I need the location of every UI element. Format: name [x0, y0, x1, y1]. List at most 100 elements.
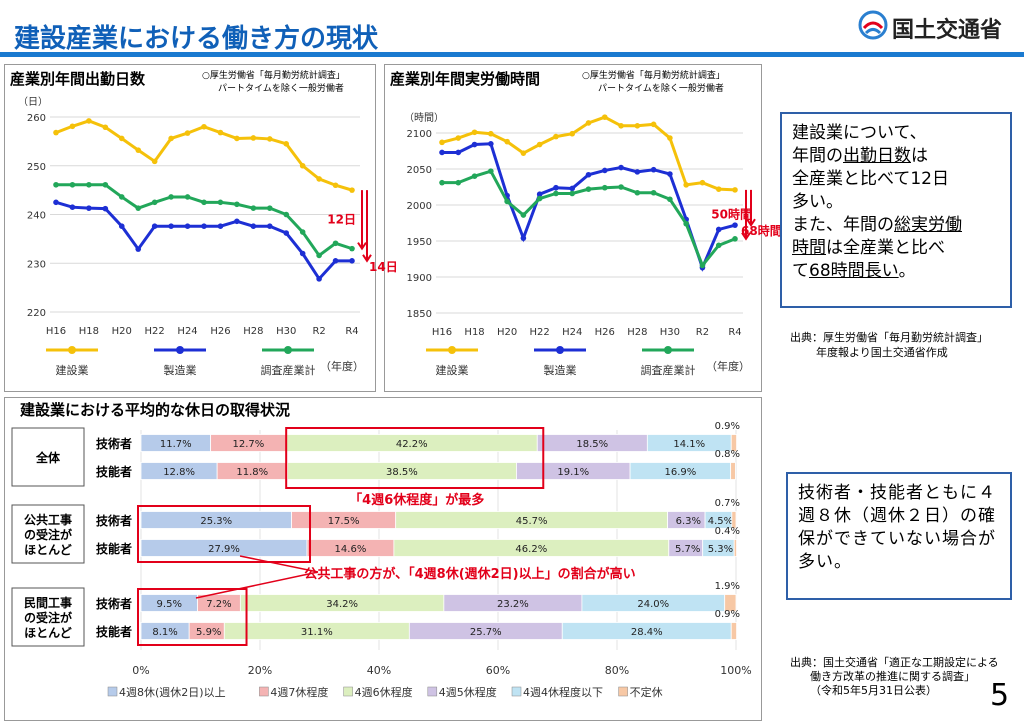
days-chart-x-tick: H30 — [276, 326, 296, 337]
hours-chart-point — [618, 123, 624, 129]
hours-chart-point — [439, 149, 445, 156]
annotation-most: 「4週6休程度」が最多 — [349, 492, 484, 508]
hours-chart-x-tick: H30 — [660, 327, 680, 338]
callout1-line6-u: 時間 — [792, 238, 826, 258]
hours-chart-legend-marker-2 — [664, 346, 672, 354]
days-chart-point — [299, 162, 306, 169]
holiday-bar-segment — [730, 462, 736, 480]
holiday-legend-swatch — [107, 686, 118, 697]
days-chart-point — [332, 182, 339, 189]
callout-summary-holidays: 技術者・技能者ともに４週８休（週休２日）の確保ができていない場合が多い。 — [786, 472, 1012, 600]
days-chart-point — [234, 218, 240, 225]
holiday-x-tick: 60% — [486, 664, 510, 677]
callout1-line7-pre: て — [792, 261, 809, 281]
holiday-legend-label: 4週4休程度以下 — [523, 685, 603, 699]
hours-chart-legend-label-2: 調査産業計 — [641, 363, 696, 377]
hours-chart-point — [520, 212, 527, 218]
callout-summary-hours: 建設業について、 年間の出勤日数は 全産業と比べて12日 多い。 また、年間の総… — [780, 112, 1012, 308]
hours-chart-x-tick: R4 — [728, 327, 741, 338]
holiday-legend-swatch — [343, 686, 353, 697]
callout1-line5: また、年間の — [792, 215, 894, 235]
days-chart-series-line-2 — [56, 183, 353, 258]
header-bar — [0, 52, 1024, 57]
callout1-line2-pre: 年間の — [792, 146, 843, 166]
hours-chart-xlabel: （年度） — [706, 359, 750, 373]
days-chart-x-tick: H24 — [177, 326, 197, 337]
holiday-legend-label: 不定休 — [630, 685, 663, 699]
callout1-line2-post: は — [911, 146, 928, 166]
hours-chart-point — [667, 196, 673, 203]
hours-chart-point — [715, 226, 722, 233]
days-chart-x-tick: H26 — [210, 326, 230, 337]
days-chart-legend-label-2: 調査産業計 — [261, 363, 316, 377]
hours-chart-point — [553, 190, 559, 197]
hours-chart-point — [732, 187, 738, 193]
days-chart-point — [86, 118, 92, 124]
days-chart-point — [250, 135, 257, 141]
days-chart-point — [349, 187, 355, 193]
hours-chart-point — [732, 222, 738, 228]
diff-arrow-head — [741, 232, 751, 241]
hours-chart-legend-label-0: 建設業 — [436, 363, 469, 377]
days-chart-point — [250, 223, 257, 229]
holiday-row-label: 技能者 — [96, 464, 132, 479]
days-chart-point — [234, 201, 240, 208]
holiday-group-label: の受注が — [24, 527, 72, 542]
hours-chart-point — [683, 220, 689, 227]
hours-chart-point — [536, 141, 543, 148]
holiday-legend-label: 4週5休程度 — [439, 685, 497, 699]
holiday-data-label: 45.7% — [516, 516, 548, 527]
hours-chart-point — [536, 191, 543, 197]
mlit-logo: 国土交通省 — [856, 8, 1016, 44]
days-chart-point — [217, 129, 224, 136]
holiday-row-label: 技術者 — [96, 436, 132, 451]
holiday-chart-title: 建設業における平均的な休日の取得状況 — [20, 401, 290, 419]
page-title: 建設産業における働き方の現状 — [14, 24, 379, 54]
callout1-line7-u: 68時間長い — [809, 261, 899, 281]
holiday-group-box — [11, 587, 85, 647]
hours-chart-point — [683, 182, 689, 188]
diff-label-mfg: 68時間 — [741, 223, 782, 238]
diff-arrow-head — [357, 242, 367, 251]
days-chart-y-tick: 220 — [27, 308, 46, 319]
days-chart-point — [151, 158, 158, 165]
hours-chart-point — [471, 129, 478, 136]
hours-chart-point — [569, 185, 576, 192]
days-chart-x-tick: R2 — [312, 326, 325, 337]
days-chart-x-tick: H18 — [79, 326, 99, 337]
holiday-data-label: 4.5% — [708, 516, 733, 527]
hours-chart-y-tick: 1850 — [407, 309, 432, 320]
holiday-row-label: 技能者 — [96, 624, 132, 639]
source1-line1: 出典：厚生労働省「毎月勤労統計調査」 — [790, 331, 988, 344]
holiday-data-label: 0.9% — [715, 609, 740, 620]
holiday-row-label: 技術者 — [96, 596, 132, 611]
hours-chart-legend-marker-0 — [448, 346, 456, 354]
days-chart-y-tick: 240 — [27, 211, 46, 222]
holiday-bar-segment — [730, 622, 737, 640]
hours-chart-y-tick: 1900 — [407, 273, 432, 284]
annotation-pointer — [239, 555, 319, 573]
days-chart-legend-label-1: 製造業 — [164, 363, 197, 377]
days-chart-legend-marker-1 — [176, 346, 184, 354]
holiday-bar-segment — [724, 594, 737, 612]
hours-chart-point — [650, 189, 657, 196]
highlight-6kyu — [285, 427, 545, 489]
chart-panel-hours — [384, 64, 762, 392]
annotation-pointer — [195, 571, 319, 599]
callout2-text: 技術者・技能者ともに４週８休（週休２日）の確保ができていない場合が多い。 — [798, 483, 996, 572]
mlit-emblem-icon — [858, 10, 888, 40]
holiday-data-label: 0.4% — [715, 526, 740, 537]
holiday-legend-swatch — [259, 686, 269, 697]
hours-chart-y-tick: 2100 — [407, 129, 432, 140]
source2-line1: 出典：国土交通省「適正な工期設定による — [790, 656, 999, 669]
days-chart-series-line-0 — [55, 119, 353, 192]
holiday-data-label: 12.7% — [233, 439, 265, 450]
days-chart-point — [168, 223, 174, 229]
hours-chart-point — [520, 235, 527, 241]
holiday-row-label: 技能者 — [96, 541, 132, 556]
hours-chart-x-tick: H22 — [530, 327, 550, 338]
hours-chart-point — [667, 135, 673, 141]
days-chart-point — [184, 130, 191, 136]
hours-chart-point — [504, 198, 510, 205]
hours-chart-point — [732, 236, 738, 242]
